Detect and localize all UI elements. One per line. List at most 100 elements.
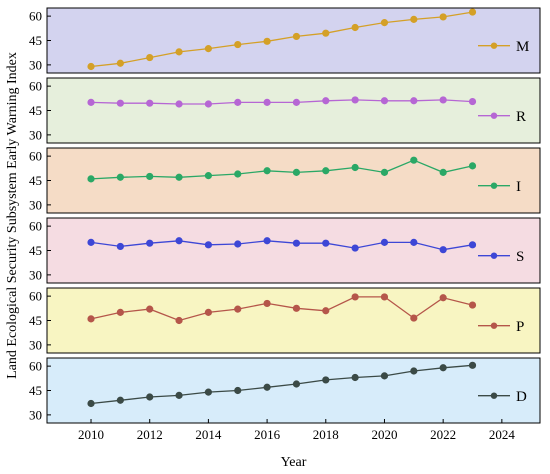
data-point (322, 97, 330, 105)
series-line-p (90, 296, 473, 322)
data-point (204, 172, 212, 180)
data-point (146, 239, 154, 247)
data-point (87, 315, 95, 323)
data-point (87, 175, 95, 183)
data-point (204, 388, 212, 396)
data-point (146, 172, 154, 181)
x-tick-label: 2016 (254, 427, 281, 442)
data-point (292, 304, 301, 312)
data-point (380, 168, 389, 176)
x-tick-label: 2014 (195, 427, 222, 442)
data-point (439, 294, 447, 302)
data-point (234, 170, 242, 178)
data-point (116, 99, 124, 107)
data-point (87, 62, 95, 71)
data-point (175, 48, 183, 56)
data-point (234, 386, 242, 395)
x-tick-label: 2022 (430, 427, 456, 442)
panel-frame (46, 287, 541, 354)
data-point (204, 241, 212, 249)
data-point (439, 96, 447, 104)
y-tick-label: 45 (29, 383, 42, 398)
legend-marker (490, 112, 498, 119)
y-tick-label: 60 (29, 79, 42, 94)
data-point (263, 98, 271, 106)
legend-label: D (516, 389, 527, 405)
data-point (116, 59, 124, 67)
x-tick-label: 2010 (78, 427, 104, 442)
data-point (87, 399, 95, 408)
data-point (204, 100, 212, 108)
data-point (263, 37, 271, 45)
data-point (351, 373, 359, 382)
series-line-d (90, 364, 473, 405)
y-tick-label: 30 (29, 127, 42, 142)
data-point (175, 316, 183, 325)
data-point (468, 162, 477, 170)
data-point (263, 237, 271, 245)
data-point (175, 100, 183, 108)
panel-background (47, 358, 540, 423)
data-point (263, 383, 271, 391)
panel-frame (46, 357, 541, 424)
panel-background (47, 78, 540, 143)
data-point (380, 372, 389, 380)
panel-d: 30 45 60 D (29, 357, 541, 424)
data-point (468, 241, 477, 249)
data-point (322, 307, 330, 315)
y-tick-label: 30 (29, 267, 42, 282)
panel-m: 30 45 60 M (29, 7, 541, 74)
legend-marker (490, 182, 498, 189)
data-point (234, 40, 242, 49)
y-tick-label: 45 (29, 313, 42, 328)
data-point (234, 305, 242, 313)
data-point (146, 53, 154, 62)
data-point (292, 168, 301, 176)
data-point (351, 244, 359, 252)
panel-frame (46, 7, 541, 74)
data-point (410, 156, 418, 164)
data-point (439, 13, 447, 21)
data-point (410, 314, 418, 322)
panel-background (47, 148, 540, 213)
data-point (410, 238, 418, 246)
data-point (410, 97, 418, 105)
data-point (146, 393, 154, 401)
data-point (116, 308, 124, 316)
data-point (292, 380, 301, 388)
data-point (468, 301, 477, 309)
series-line-s (90, 240, 473, 251)
x-tick-label: 2020 (371, 427, 397, 442)
y-tick-label: 60 (29, 289, 42, 304)
x-tick-label: 2018 (313, 427, 339, 442)
legend-label: I (516, 179, 521, 195)
y-tick-label: 60 (29, 9, 42, 24)
y-tick-label: 30 (29, 197, 42, 212)
legend-marker (490, 42, 498, 49)
data-point (468, 8, 477, 16)
legend-label: M (516, 39, 529, 55)
panel-s: 30 45 60 S (29, 217, 541, 284)
data-point (116, 173, 124, 181)
panel-r: 30 45 60 R (29, 77, 541, 144)
y-tick-label: 45 (29, 173, 42, 188)
data-point (322, 376, 330, 384)
x-tick-label: 2024 (489, 427, 516, 442)
data-point (263, 299, 271, 308)
panel-p: 30 45 60 P (29, 287, 541, 354)
data-point (351, 96, 359, 104)
x-axis: 2010 2012 2014 2016 2018 2020 2022 2024 (78, 419, 515, 442)
data-point (380, 19, 389, 27)
data-point (146, 305, 154, 313)
data-point (410, 367, 418, 375)
data-point (116, 396, 124, 404)
data-point (351, 293, 359, 301)
data-point (146, 99, 154, 107)
data-point (468, 361, 477, 369)
x-tick-label: 2012 (137, 427, 163, 442)
legend-label: R (516, 109, 526, 125)
panel-frame (46, 77, 541, 144)
y-tick-label: 30 (29, 407, 42, 422)
series-line-m (90, 11, 473, 68)
